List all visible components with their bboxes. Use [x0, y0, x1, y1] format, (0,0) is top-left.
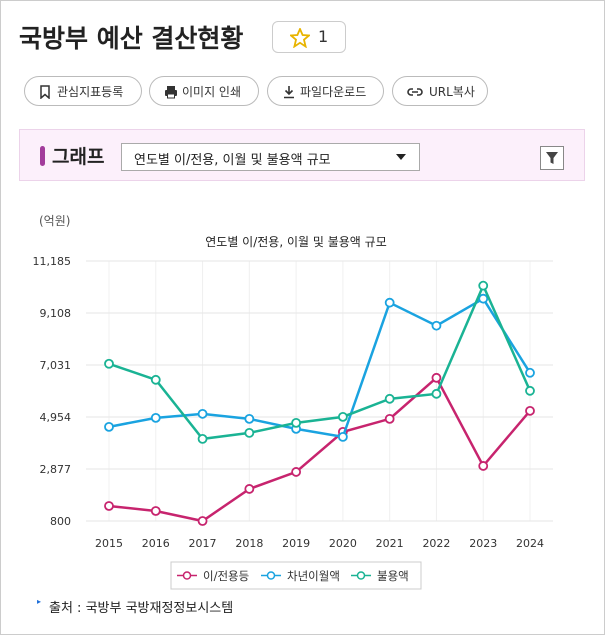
- graph-panel: 그래프 연도별 이/전용, 이월 및 불용액 규모: [19, 129, 585, 181]
- data-point: [150, 374, 161, 385]
- icon: [407, 88, 423, 96]
- data-point: [525, 367, 535, 378]
- data-point: [244, 427, 255, 438]
- series-line: [108, 296, 532, 439]
- series-line: [108, 375, 531, 523]
- legend-label: 이/전용등: [203, 569, 249, 583]
- x-tick-label: 2015: [95, 537, 123, 550]
- y-tick-label: 9,108: [40, 307, 72, 320]
- y-tick-label: 11,185: [33, 255, 72, 268]
- page-title: 국방부 예산 결산현황: [19, 24, 244, 53]
- button-label: 파일다운로드: [300, 85, 367, 99]
- x-tick-label: 2021: [376, 537, 404, 550]
- filter-button[interactable]: [540, 146, 564, 170]
- panel-marker: [40, 146, 45, 166]
- button[interactable]: 파일다운로드: [267, 76, 384, 106]
- legend-marker: [182, 571, 192, 580]
- select-label: 연도별 이/전용, 이월 및 불용액 규모: [134, 153, 331, 168]
- y-tick-label: 4,954: [40, 411, 72, 424]
- data-point: [291, 417, 302, 428]
- filter-icon: [546, 152, 558, 164]
- data-point: [384, 413, 395, 424]
- data-point: [104, 421, 114, 432]
- data-point: [197, 408, 208, 419]
- chart-select[interactable]: 연도별 이/전용, 이월 및 불용액 규모: [121, 143, 420, 171]
- data-point: [150, 506, 161, 516]
- x-tick-label: 2016: [142, 537, 170, 550]
- data-point: [478, 461, 489, 471]
- button[interactable]: 관심지표등록: [24, 76, 142, 106]
- chart: (억원) 연도별 이/전용, 이월 및 불용액 규모 800 2,877 4,954…: [33, 214, 553, 590]
- data-point: [525, 405, 535, 416]
- x-tick-label: 2018: [235, 537, 263, 550]
- data-point: [104, 358, 114, 369]
- data-point: [337, 431, 348, 442]
- button-label: 이미지 인쇄: [182, 85, 242, 99]
- source: 출처 : 국방부 국방재정정보시스템: [49, 601, 234, 616]
- legend-label: 불용액: [377, 569, 409, 583]
- legend-marker: [266, 571, 276, 580]
- star-button[interactable]: 1: [272, 21, 346, 53]
- x-tick-label: 2024: [516, 537, 544, 550]
- data-point: [384, 393, 395, 404]
- icon: [40, 85, 50, 99]
- x-tick-label: 2020: [329, 537, 357, 550]
- icon: [284, 86, 294, 99]
- data-point: [478, 280, 489, 291]
- dropdown-arrow: [396, 154, 406, 160]
- data-point: [150, 412, 161, 423]
- data-point: [431, 388, 442, 399]
- y-tick-label: 800: [50, 515, 71, 528]
- chart-title: 연도별 이/전용, 이월 및 불용액 규모: [205, 235, 387, 249]
- star-count: 1: [318, 27, 329, 46]
- button-label: 관심지표등록: [57, 85, 124, 99]
- x-tick-label: 2022: [422, 537, 450, 550]
- panel-label: 그래프: [52, 146, 105, 168]
- data-point: [197, 516, 208, 526]
- data-point: [244, 484, 255, 494]
- legend-box: [170, 561, 422, 590]
- data-point: [337, 411, 348, 422]
- data-point: [291, 467, 302, 477]
- data-point: [104, 501, 114, 511]
- series-line: [108, 282, 532, 441]
- y-tick-label: 2,877: [40, 463, 72, 476]
- bullet: ▸: [37, 597, 42, 606]
- star-icon: [290, 28, 310, 48]
- button[interactable]: URL복사: [392, 76, 488, 106]
- data-point: [244, 413, 255, 424]
- data-point: [431, 320, 442, 331]
- data-point: [431, 372, 442, 383]
- button-label: URL복사: [429, 85, 475, 99]
- y-tick-label: 7,031: [40, 359, 72, 372]
- data-point: [478, 293, 489, 304]
- x-tick-label: 2019: [282, 537, 310, 550]
- x-tick-label: 2023: [469, 537, 497, 550]
- legend-label: 차년이월액: [287, 569, 340, 583]
- legend-marker: [356, 571, 366, 580]
- data-point: [384, 297, 395, 308]
- x-tick-label: 2017: [189, 537, 217, 550]
- icon: [165, 86, 177, 99]
- y-unit: (억원): [39, 214, 70, 228]
- data-point: [525, 385, 535, 396]
- button[interactable]: 이미지 인쇄: [149, 76, 259, 106]
- data-point: [197, 433, 208, 444]
